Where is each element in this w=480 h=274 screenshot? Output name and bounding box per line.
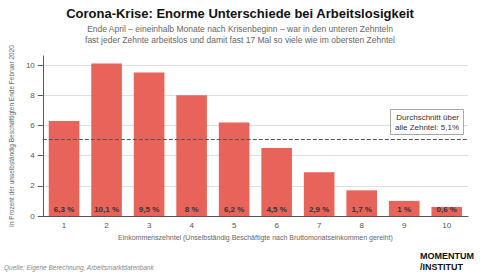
svg-text:1,7 %: 1,7 % bbox=[351, 205, 371, 214]
svg-text:fast jeder Zehnte arbeitslos u: fast jeder Zehnte arbeitslos und damit f… bbox=[85, 35, 395, 45]
svg-text:8: 8 bbox=[359, 221, 364, 230]
svg-text:Quelle: Eigene Berechnung, Arb: Quelle: Eigene Berechnung, Arbeitsmarktd… bbox=[4, 264, 154, 272]
svg-text:4,5 %: 4,5 % bbox=[266, 205, 286, 214]
svg-text:0: 0 bbox=[30, 212, 35, 221]
svg-text:5: 5 bbox=[232, 221, 237, 230]
svg-text:3: 3 bbox=[147, 221, 152, 230]
svg-text:6: 6 bbox=[30, 121, 35, 130]
svg-text:1 %: 1 % bbox=[397, 205, 411, 214]
svg-text:alle Zehntel: 5,1%: alle Zehntel: 5,1% bbox=[395, 123, 459, 132]
svg-text:10,1 %: 10,1 % bbox=[94, 205, 119, 214]
svg-text:2: 2 bbox=[104, 221, 109, 230]
svg-text:/INSTITUT: /INSTITUT bbox=[420, 262, 463, 272]
svg-text:10: 10 bbox=[442, 221, 451, 230]
svg-text:Ende April – eineinhalb Monate: Ende April – eineinhalb Monate nach Kris… bbox=[87, 24, 393, 34]
svg-text:9,5 %: 9,5 % bbox=[139, 205, 159, 214]
svg-text:2: 2 bbox=[30, 181, 35, 190]
svg-text:MOMENTUM: MOMENTUM bbox=[420, 251, 474, 261]
svg-text:Durchschnitt über: Durchschnitt über bbox=[396, 113, 459, 122]
svg-text:6,2 %: 6,2 % bbox=[224, 205, 244, 214]
svg-text:6: 6 bbox=[274, 221, 279, 230]
svg-text:In Prozent der unselbständig B: In Prozent der unselbständig Beschäftigt… bbox=[8, 45, 16, 227]
svg-text:6,3 %: 6,3 % bbox=[54, 205, 74, 214]
svg-text:2,9 %: 2,9 % bbox=[309, 205, 329, 214]
svg-text:Einkommenszehntel (Unselbständ: Einkommenszehntel (Unselbständig Beschäf… bbox=[118, 234, 393, 242]
svg-text:9: 9 bbox=[402, 221, 407, 230]
svg-text:8: 8 bbox=[30, 91, 35, 100]
svg-text:8 %: 8 % bbox=[185, 205, 199, 214]
svg-text:4: 4 bbox=[30, 151, 35, 160]
svg-text:10: 10 bbox=[26, 61, 35, 70]
svg-text:Corona-Krise: Enorme Unterschi: Corona-Krise: Enorme Unterschiede bei Ar… bbox=[66, 6, 414, 21]
svg-text:4: 4 bbox=[189, 221, 194, 230]
svg-text:1: 1 bbox=[62, 221, 67, 230]
svg-text:0,6 %: 0,6 % bbox=[437, 205, 457, 214]
svg-text:7: 7 bbox=[317, 221, 322, 230]
